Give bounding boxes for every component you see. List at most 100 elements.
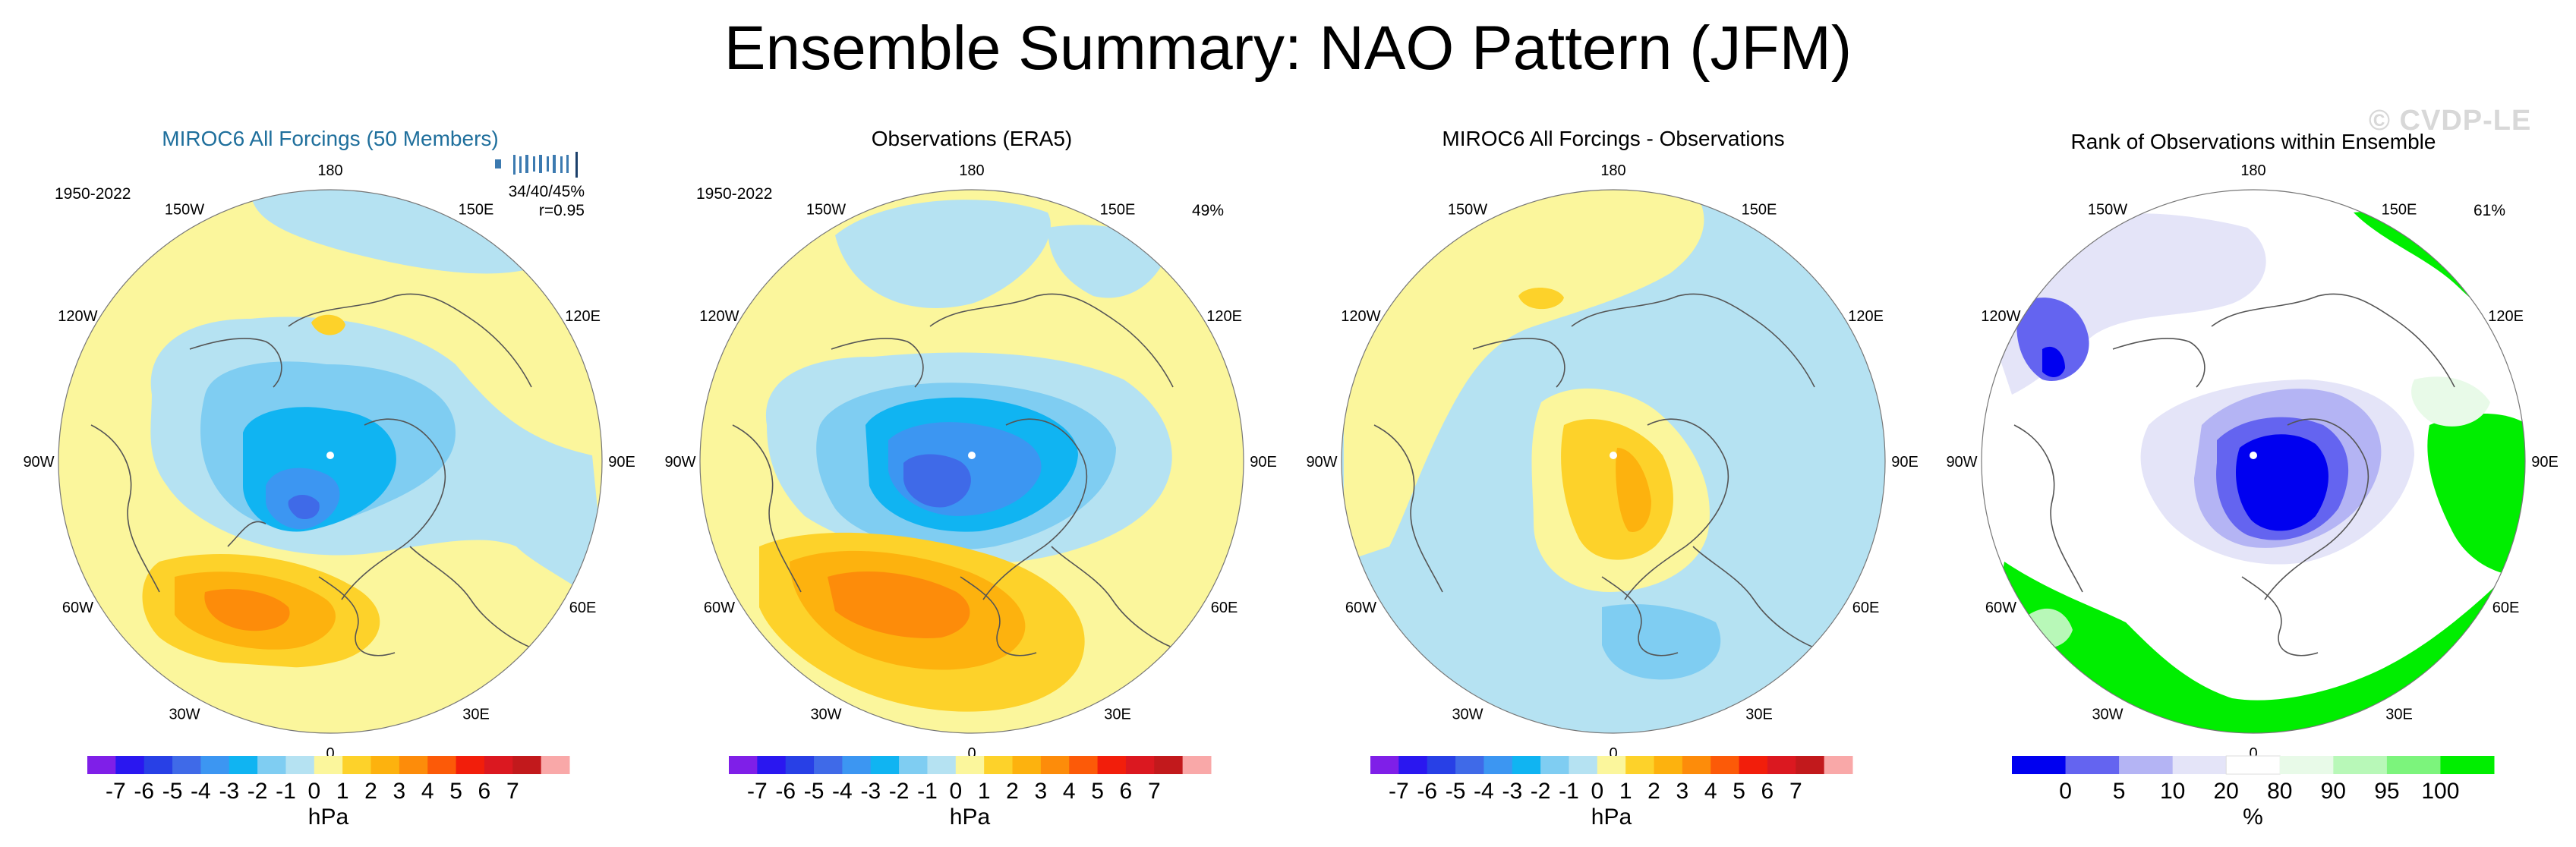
colorbar-tick-label: 1: [978, 779, 991, 804]
colorbar-swatch: [1711, 756, 1740, 774]
stat-label-2: r=0.95: [539, 202, 585, 219]
colorbar-swatch: [984, 756, 1014, 774]
longitude-label: 90W: [1946, 454, 1977, 471]
period-label: 1950-2022: [55, 185, 131, 203]
colorbar-swatch: [1597, 756, 1626, 774]
colorbar-tick-label: 7: [506, 779, 519, 804]
colorbar-swatch: [427, 756, 457, 774]
colorbar-swatch: [2333, 756, 2388, 774]
colorbar-swatch: [1625, 756, 1655, 774]
colorbar-tick-label: 4: [1063, 779, 1076, 804]
colorbar-swatch: [2172, 756, 2227, 774]
colorbar-tick-label: 95: [2374, 779, 2399, 804]
colorbar-swatch: [814, 756, 843, 774]
longitude-label: 60E: [1211, 600, 1238, 616]
colorbar-swatch: [927, 756, 957, 774]
member-rank-bar: [495, 152, 578, 178]
map-disk: [700, 190, 1244, 733]
longitude-label: 0: [326, 745, 334, 762]
longitude-labels: 180 150E 120E 90E 60E 30E 0 30W 60W 90W 120W 150W: [1306, 162, 1918, 762]
longitude-label: 120W: [699, 308, 739, 325]
colorbar-tick-label: 1: [336, 779, 349, 804]
colorbar-swatch: [1069, 756, 1099, 774]
colorbar-swatch: [456, 756, 485, 774]
colorbar-swatch: [285, 756, 315, 774]
colorbar-swatch: [842, 756, 872, 774]
colorbar-swatch: [257, 756, 286, 774]
colorbar-swatch: [2119, 756, 2174, 774]
colorbar-swatch: [729, 756, 758, 774]
colorbar-swatch: [1040, 756, 1070, 774]
longitude-label: 0: [1609, 745, 1617, 762]
panel-difference: MIROC6 All Forcings - Observations 180 15…: [1306, 127, 1918, 762]
longitude-label: 180: [1600, 162, 1625, 179]
colorbar-tick-label: -4: [1474, 779, 1494, 804]
colorbar-tick-label: 2: [364, 779, 377, 804]
colorbar-swatch: [2065, 756, 2120, 774]
colorbar-tick-label: -3: [860, 779, 881, 804]
longitude-label: 120E: [2488, 308, 2524, 325]
longitude-label: 120E: [1848, 308, 1884, 325]
colorbar-tick-label: -3: [1502, 779, 1522, 804]
longitude-label: 0: [2249, 745, 2257, 762]
colorbar-swatch: [870, 756, 900, 774]
colorbar-swatch: [541, 756, 570, 774]
colorbar-tick-label: -1: [917, 779, 938, 804]
colorbar-tick-label: 0: [949, 779, 962, 804]
colorbar-tick-label: 6: [478, 779, 491, 804]
colorbar-swatch: [1398, 756, 1428, 774]
colorbar-tick-label: 4: [1704, 779, 1717, 804]
longitude-label: 30W: [810, 707, 841, 723]
colorbar-tick-label: -4: [191, 779, 211, 804]
colorbar-tick-label: 5: [1733, 779, 1745, 804]
colorbar-swatch: [1569, 756, 1598, 774]
longitude-label: 60W: [62, 600, 93, 616]
longitude-label: 120E: [565, 308, 601, 325]
longitude-label: 30W: [1452, 707, 1483, 723]
colorbar-tick-label: 1: [1619, 779, 1632, 804]
colorbar-swatch: [115, 756, 145, 774]
longitude-label: 120W: [1981, 308, 2020, 325]
longitude-label: 30W: [169, 707, 200, 723]
longitude-label: 90W: [664, 454, 695, 471]
colorbar-swatch: [370, 756, 400, 774]
colorbar-tick-label: 2: [1006, 779, 1019, 804]
longitude-label: 30E: [1104, 707, 1131, 723]
colorbar-swatch: [2012, 756, 2067, 774]
colorbar-hpa-3: -7 -6 -5 -4 -3 -2 -1 0 1 2 3 4 5 6 7 hPa: [1370, 756, 1853, 830]
colorbar-swatch: [512, 756, 542, 774]
longitude-label: 120E: [1206, 308, 1242, 325]
colorbar-tick-label: 0: [2059, 779, 2072, 804]
longitude-label: 90W: [1306, 454, 1337, 471]
colorbar-units-label: hPa: [308, 804, 349, 830]
colorbar-swatch: [785, 756, 815, 774]
colorbar-swatch: [87, 756, 116, 774]
colorbar-pct: 0 5 10 20 80 90 95 100%: [2012, 755, 2495, 830]
figure-title: Ensemble Summary: NAO Pattern (JFM): [724, 14, 1852, 83]
longitude-label: 120W: [1341, 308, 1380, 325]
colorbar-tick-label: -2: [248, 779, 268, 804]
longitude-label: 90E: [1891, 454, 1919, 471]
longitude-label: 60E: [569, 600, 597, 616]
colorbar-tick-label: -2: [889, 779, 910, 804]
longitude-label: 150W: [2088, 201, 2127, 218]
colorbar-tick-label: -6: [775, 779, 796, 804]
colorbar-swatch: [229, 756, 258, 774]
colorbar-swatch: [143, 756, 173, 774]
colorbar-units-label: %: [2243, 804, 2263, 830]
panel-rank: Rank of Observations within Ensemble 61%: [1946, 130, 2558, 762]
colorbar-swatch: [1427, 756, 1456, 774]
colorbar-swatch: [2279, 756, 2334, 774]
colorbar-swatch: [200, 756, 230, 774]
longitude-label: 150E: [459, 201, 494, 218]
longitude-label: 60W: [1345, 600, 1376, 616]
longitude-label: 150E: [2382, 201, 2417, 218]
longitude-label: 30E: [1745, 707, 1773, 723]
longitude-label: 180: [2240, 162, 2265, 179]
colorbar-tick-label: -5: [1446, 779, 1466, 804]
colorbar-swatch: [172, 756, 201, 774]
colorbar-swatch: [1512, 756, 1541, 774]
colorbar-swatch: [1097, 756, 1127, 774]
colorbar-tick-label: -5: [804, 779, 825, 804]
colorbar-tick-label: -4: [832, 779, 853, 804]
